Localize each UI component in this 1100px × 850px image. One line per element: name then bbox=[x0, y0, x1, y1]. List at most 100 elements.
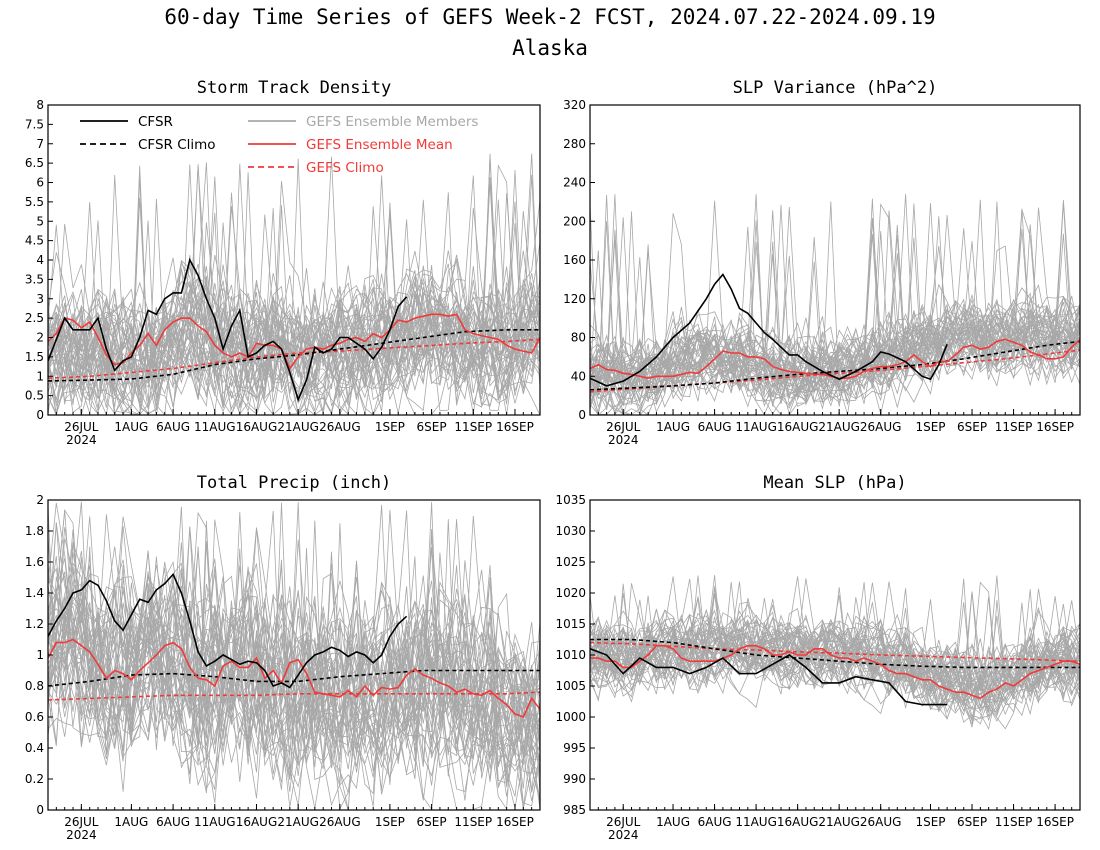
ensemble-members bbox=[48, 153, 540, 415]
x-tick-label: 6SEP bbox=[957, 815, 987, 829]
ensemble-member-line bbox=[590, 600, 1080, 711]
series-line-cfsr-climo bbox=[48, 328, 540, 382]
ensemble-member-line bbox=[590, 586, 1080, 709]
ensemble-member-line bbox=[48, 175, 540, 415]
x-tick-label: 16AUG bbox=[236, 815, 278, 829]
figure-title: 60-day Time Series of GEFS Week-2 FCST, … bbox=[164, 5, 936, 29]
x-tick-label: 1SEP bbox=[915, 815, 945, 829]
x-tick-label: 26JUL bbox=[606, 815, 641, 829]
ensemble-member-line bbox=[48, 199, 540, 415]
ensemble-members bbox=[48, 501, 540, 810]
x-tick-label: 1AUG bbox=[114, 420, 148, 434]
ensemble-member-line bbox=[590, 302, 1080, 401]
x-tick-label: 21AUG bbox=[818, 815, 860, 829]
x-tick-label: 11SEP bbox=[454, 420, 492, 434]
y-tick-label: 1005 bbox=[555, 679, 586, 693]
y-tick-label: 280 bbox=[563, 137, 586, 151]
ensemble-member-line bbox=[590, 597, 1080, 695]
x-tick-label: 11AUG bbox=[194, 815, 236, 829]
ensemble-member-line bbox=[48, 180, 540, 414]
panel-title: Mean SLP (hPa) bbox=[763, 473, 906, 493]
ensemble-member-line bbox=[48, 509, 540, 774]
x-tick-label: 16AUG bbox=[777, 420, 819, 434]
x-tick-label: 1SEP bbox=[375, 420, 405, 434]
y-tick-label: 1035 bbox=[555, 493, 586, 507]
series-line-cfsr bbox=[590, 648, 948, 706]
y-tick-label: 990 bbox=[563, 772, 586, 786]
ensemble-member-line bbox=[590, 287, 1080, 409]
legend-label: GEFS Climo bbox=[306, 160, 384, 176]
panel-title: SLP Variance (hPa^2) bbox=[733, 78, 938, 98]
panel-title: Storm Track Density bbox=[197, 78, 391, 98]
ensemble-member-line bbox=[48, 162, 540, 415]
x-tick-label: 11AUG bbox=[735, 420, 777, 434]
x-year-label: 2024 bbox=[608, 828, 639, 842]
ensemble-member-line bbox=[48, 512, 540, 806]
x-tick-label: 11AUG bbox=[735, 815, 777, 829]
series-lines bbox=[590, 273, 1080, 393]
ensemble-member-line bbox=[590, 611, 1080, 715]
ensemble-member-line bbox=[590, 199, 1080, 405]
ensemble-member-line bbox=[48, 575, 540, 778]
series-lines bbox=[590, 638, 1080, 706]
chart-panel-2: SLP Variance (hPa^2) 0 40 80 120 160 200 240 280… bbox=[563, 78, 1081, 447]
series-line-gefs-ensemble-mean bbox=[590, 644, 1080, 700]
chart-panel-4: Mean SLP (hPa) 985 990 995 1000 1005 1010 1015 1… bbox=[555, 473, 1081, 842]
x-tick-label: 16SEP bbox=[496, 815, 534, 829]
panel-title: Total Precip (inch) bbox=[197, 473, 391, 493]
y-tick-label: 0.8 bbox=[25, 679, 44, 693]
legend-label: GEFS Ensemble Mean bbox=[306, 137, 453, 153]
y-tick-label: 1 bbox=[36, 648, 44, 662]
series-line-cfsr bbox=[590, 273, 948, 387]
x-tick-label: 6AUG bbox=[698, 420, 732, 434]
x-tick-label: 1SEP bbox=[915, 420, 945, 434]
x-tick-label: 6SEP bbox=[417, 815, 447, 829]
y-tick-label: 2 bbox=[36, 331, 44, 345]
series-lines bbox=[48, 257, 540, 402]
x-tick-label: 26JUL bbox=[606, 420, 641, 434]
x-tick-label: 11SEP bbox=[995, 815, 1033, 829]
y-tick-label: 1000 bbox=[555, 710, 586, 724]
y-tick-label: 1.6 bbox=[25, 555, 44, 569]
y-tick-label: 2 bbox=[36, 493, 44, 507]
y-tick-label: 0.2 bbox=[25, 772, 44, 786]
y-tick-label: 3.5 bbox=[25, 272, 44, 286]
y-tick-label: 240 bbox=[563, 176, 586, 190]
y-tick-label: 4 bbox=[36, 253, 44, 267]
series-line-cfsr-climo bbox=[590, 638, 1080, 669]
legend-label: GEFS Ensemble Members bbox=[306, 114, 478, 130]
ensemble-member-line bbox=[590, 588, 1080, 713]
series-line-cfsr bbox=[48, 572, 408, 689]
y-tick-label: 0.4 bbox=[25, 741, 44, 755]
y-tick-label: 320 bbox=[563, 98, 586, 112]
y-tick-label: 1025 bbox=[555, 555, 586, 569]
y-tick-label: 3 bbox=[36, 292, 44, 306]
y-tick-label: 1.8 bbox=[25, 524, 44, 538]
series-lines bbox=[48, 572, 540, 719]
legend-label: CFSR Climo bbox=[138, 137, 216, 153]
x-tick-label: 11SEP bbox=[995, 420, 1033, 434]
x-tick-label: 21AUG bbox=[818, 420, 860, 434]
x-tick-label: 26AUG bbox=[860, 420, 902, 434]
ensemble-member-line bbox=[590, 594, 1080, 722]
x-tick-label: 26JUL bbox=[64, 815, 99, 829]
x-tick-label: 6AUG bbox=[698, 815, 732, 829]
y-tick-label: 985 bbox=[563, 803, 586, 817]
x-tick-label: 26AUG bbox=[860, 815, 902, 829]
ensemble-member-line bbox=[590, 237, 1080, 408]
y-tick-label: 0.6 bbox=[25, 710, 44, 724]
ensemble-member-line bbox=[48, 281, 540, 414]
x-year-label: 2024 bbox=[608, 433, 639, 447]
ensemble-member-line bbox=[48, 153, 540, 411]
x-tick-label: 16SEP bbox=[496, 420, 534, 434]
ensemble-member-line bbox=[48, 502, 540, 784]
y-tick-label: 1 bbox=[36, 369, 44, 383]
series-line-gefs-ensemble-mean bbox=[48, 638, 540, 719]
y-tick-label: 7 bbox=[36, 137, 44, 151]
y-tick-label: 7.5 bbox=[25, 117, 44, 131]
x-tick-label: 26AUG bbox=[319, 420, 361, 434]
x-year-label: 2024 bbox=[66, 433, 97, 447]
x-tick-label: 6SEP bbox=[417, 420, 447, 434]
legend: CFSR CFSR Climo GEFS Ensemble Members GEFS … bbox=[80, 114, 478, 176]
y-tick-label: 1030 bbox=[555, 524, 586, 538]
